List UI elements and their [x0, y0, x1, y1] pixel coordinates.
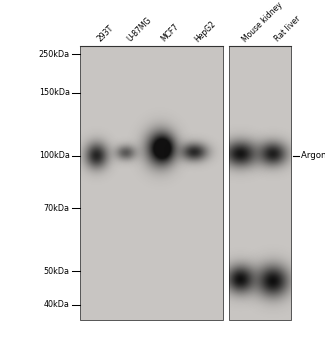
- Text: 293T: 293T: [96, 24, 116, 44]
- Text: MCF7: MCF7: [159, 22, 181, 44]
- Text: 250kDa: 250kDa: [39, 50, 70, 59]
- Text: 100kDa: 100kDa: [39, 151, 70, 160]
- Text: Rat liver: Rat liver: [273, 14, 302, 44]
- Text: Mouse kidney: Mouse kidney: [240, 0, 284, 44]
- Text: HepG2: HepG2: [193, 19, 218, 44]
- Text: 150kDa: 150kDa: [39, 88, 70, 97]
- Text: 50kDa: 50kDa: [44, 267, 70, 276]
- Text: Argonaute 2: Argonaute 2: [301, 151, 325, 160]
- Bar: [80, 46, 223, 320]
- Text: 40kDa: 40kDa: [44, 300, 70, 309]
- Text: U-87MG: U-87MG: [125, 16, 153, 44]
- Text: 70kDa: 70kDa: [44, 204, 70, 213]
- Bar: [229, 46, 291, 320]
